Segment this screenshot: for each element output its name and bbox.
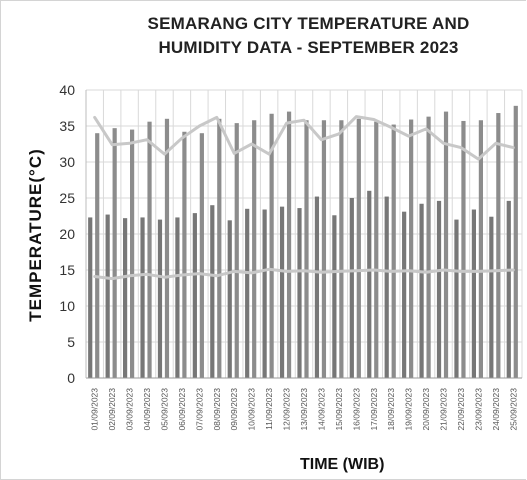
series-line <box>93 267 515 281</box>
bar <box>409 119 414 379</box>
y-tick-label: 20 <box>59 226 75 242</box>
x-tick-label: 18/09/2023 <box>386 388 396 431</box>
y-tick-label: 25 <box>59 190 75 206</box>
bar <box>321 120 327 379</box>
x-tick-label: 12/09/2023 <box>282 388 292 431</box>
x-tick-label: 20/09/2023 <box>421 388 431 431</box>
bar <box>182 131 187 378</box>
bar <box>140 217 145 378</box>
chart-title-line-1: SEMARANG CITY TEMPERATURE AND <box>147 14 470 33</box>
bar <box>349 198 354 378</box>
x-tick-label: 16/09/2023 <box>351 388 361 431</box>
x-tick-label: 14/09/2023 <box>316 388 326 431</box>
bar <box>199 133 204 378</box>
bar <box>471 209 476 378</box>
bar <box>130 129 135 378</box>
x-tick-label: 08/09/2023 <box>212 388 222 431</box>
x-tick-label: 04/09/2023 <box>142 388 152 431</box>
bar <box>147 121 152 379</box>
bar <box>164 118 170 379</box>
bar <box>374 121 379 379</box>
chart-title-line-2: HUMIDITY DATA - SEPTEMBER 2023 <box>158 38 459 57</box>
y-tick-label: 15 <box>59 262 75 278</box>
bar <box>95 133 100 378</box>
bar <box>314 196 320 378</box>
x-tick-label: 22/09/2023 <box>456 388 466 431</box>
bar <box>339 120 344 379</box>
x-tick-label: 07/09/2023 <box>194 388 204 431</box>
x-tick-label: 03/09/2023 <box>125 388 135 431</box>
y-tick-labels: 0 5 10 15 20 25 30 35 40 <box>59 82 75 386</box>
bar <box>489 216 494 378</box>
x-tick-label: 24/09/2023 <box>491 388 501 431</box>
y-tick-label: 5 <box>67 334 75 350</box>
x-tick-label: 10/09/2023 <box>247 388 257 431</box>
bar <box>262 209 267 378</box>
bar <box>332 215 337 378</box>
x-tick-label: 17/09/2023 <box>369 388 379 431</box>
bar <box>112 128 117 378</box>
y-tick-label: 10 <box>59 298 75 314</box>
bar <box>175 217 180 378</box>
bar <box>496 113 501 378</box>
bar <box>304 120 309 379</box>
x-tick-label: 06/09/2023 <box>177 388 187 431</box>
bar <box>210 205 215 378</box>
bar <box>234 123 239 379</box>
x-axis-label: TIME (WIB) <box>300 456 385 473</box>
bar <box>269 113 274 378</box>
bar <box>297 208 302 378</box>
x-tick-label: 15/09/2023 <box>334 388 344 431</box>
bar <box>227 220 232 378</box>
bar <box>384 196 389 378</box>
bar <box>391 124 396 378</box>
x-tick-label: 13/09/2023 <box>299 388 309 431</box>
line-series <box>93 115 515 281</box>
bar <box>419 203 424 378</box>
bar <box>286 111 292 378</box>
y-tick-label: 40 <box>59 82 75 98</box>
axes <box>85 90 522 379</box>
x-tick-label: 25/09/2023 <box>508 388 518 431</box>
bar <box>478 120 483 379</box>
bar <box>513 105 518 378</box>
bar <box>157 219 163 378</box>
bar <box>123 218 128 378</box>
y-tick-label: 35 <box>59 118 75 134</box>
bar <box>279 206 285 378</box>
x-tick-label: 21/09/2023 <box>439 388 449 431</box>
series-line <box>93 115 515 161</box>
bar <box>402 211 407 378</box>
x-tick-label: 01/09/2023 <box>90 388 100 431</box>
bar <box>454 219 459 378</box>
bar <box>245 208 250 378</box>
bar <box>426 116 431 378</box>
x-tick-label: 11/09/2023 <box>264 388 274 430</box>
bar <box>105 214 110 378</box>
x-tick-label: 02/09/2023 <box>107 388 117 431</box>
x-tick-label: 23/09/2023 <box>473 388 483 431</box>
bar <box>461 120 466 379</box>
bar <box>367 190 372 378</box>
bar <box>192 213 197 378</box>
bar <box>252 120 257 379</box>
bar <box>356 118 361 379</box>
x-tick-label: 05/09/2023 <box>160 388 170 431</box>
bar <box>436 200 442 378</box>
y-tick-label: 30 <box>59 154 75 170</box>
y-tick-label: 0 <box>67 370 75 386</box>
bar <box>217 118 222 379</box>
bar-series <box>88 105 518 379</box>
bar <box>88 217 93 378</box>
x-tick-labels: 01/09/2023 02/09/2023 03/09/2023 04/09/2023… <box>90 388 519 431</box>
x-tick-label: 19/09/2023 <box>404 388 414 431</box>
x-tick-label: 09/09/2023 <box>229 388 239 431</box>
bar <box>443 111 449 378</box>
bar <box>506 200 511 378</box>
